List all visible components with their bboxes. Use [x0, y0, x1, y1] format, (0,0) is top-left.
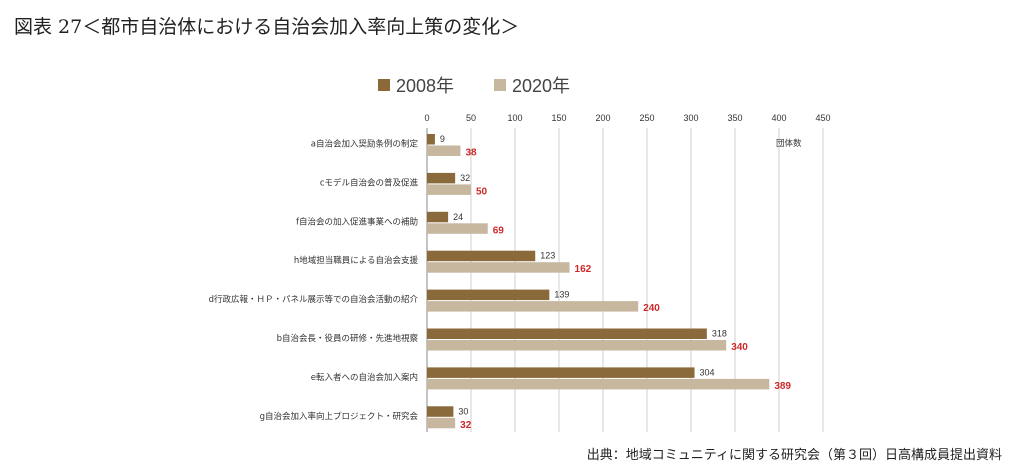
bar-2020 — [427, 417, 456, 429]
data-label-2008: 318 — [712, 329, 727, 339]
category-label: h地域担当職員による自治会支援 — [294, 255, 419, 266]
data-label-2020: 38 — [465, 148, 477, 159]
legend-label-1: 2008年 — [396, 76, 454, 96]
x-tick-label: 200 — [595, 113, 610, 123]
x-tick-label: 300 — [683, 113, 698, 123]
data-label-2008: 139 — [554, 290, 569, 300]
data-label-2020: 389 — [774, 381, 791, 392]
data-label-2008: 123 — [540, 251, 555, 261]
source-note: 出典：地域コミュニティに関する研究会（第３回）日高構成員提出資料 — [586, 448, 1002, 463]
category-label: a自治会加入奨励条例の制定 — [311, 139, 419, 150]
legend-label-2: 2020年 — [512, 76, 570, 96]
bar-2008 — [427, 367, 695, 378]
data-label-2008: 30 — [458, 406, 468, 416]
bar-2008 — [427, 134, 435, 145]
data-label-2008: 9 — [440, 134, 445, 144]
unit-label: 団体数 — [776, 138, 802, 149]
x-tick-label: 100 — [507, 113, 522, 123]
bar-2020 — [427, 340, 727, 351]
bar-2020 — [427, 184, 471, 195]
category-label: cモデル自治会の普及促進 — [320, 177, 419, 188]
legend-swatch-2 — [494, 79, 506, 91]
bar-2008 — [427, 406, 454, 417]
data-label-2020: 32 — [460, 420, 472, 431]
data-label-2008: 32 — [460, 173, 470, 183]
x-tick-label: 0 — [424, 113, 429, 123]
x-tick-label: 400 — [771, 113, 786, 123]
bar-2020 — [427, 223, 488, 234]
x-tick-label: 50 — [466, 113, 476, 123]
data-label-2008: 24 — [453, 212, 463, 222]
data-label-2020: 240 — [643, 303, 660, 314]
legend-swatch-1 — [378, 79, 390, 91]
data-label-2020: 340 — [731, 342, 748, 353]
bar-2020 — [427, 145, 461, 156]
category-label: e転入者への自治会加入案内 — [311, 372, 418, 383]
category-label: g自治会加入率向上プロジェクト・研究会 — [260, 411, 419, 422]
category-label: d行政広報・ＨＰ・パネル展示等での自治会活動の紹介 — [209, 294, 419, 305]
bar-2020 — [427, 301, 639, 312]
category-label: b自治会長・役員の研修・先進地視察 — [277, 333, 419, 344]
data-label-2020: 69 — [493, 225, 505, 236]
data-label-2020: 50 — [476, 186, 488, 197]
x-tick-label: 250 — [639, 113, 654, 123]
bar-2020 — [427, 378, 770, 390]
category-label: f自治会の加入促進事業への補助 — [296, 216, 418, 227]
figure-title: 図表 27＜都市自治体における自治会加入率向上策の変化＞ — [14, 16, 520, 38]
bar-2008 — [427, 172, 456, 184]
bar-2008 — [427, 250, 536, 262]
bar-2020 — [427, 262, 570, 273]
x-tick-label: 450 — [815, 113, 830, 123]
data-label-2020: 162 — [575, 264, 592, 275]
x-tick-label: 350 — [727, 113, 742, 123]
data-label-2008: 304 — [700, 367, 715, 377]
x-tick-label: 150 — [551, 113, 566, 123]
bar-2008 — [427, 328, 707, 339]
bar-2008 — [427, 211, 449, 223]
bar-2008 — [427, 289, 550, 301]
